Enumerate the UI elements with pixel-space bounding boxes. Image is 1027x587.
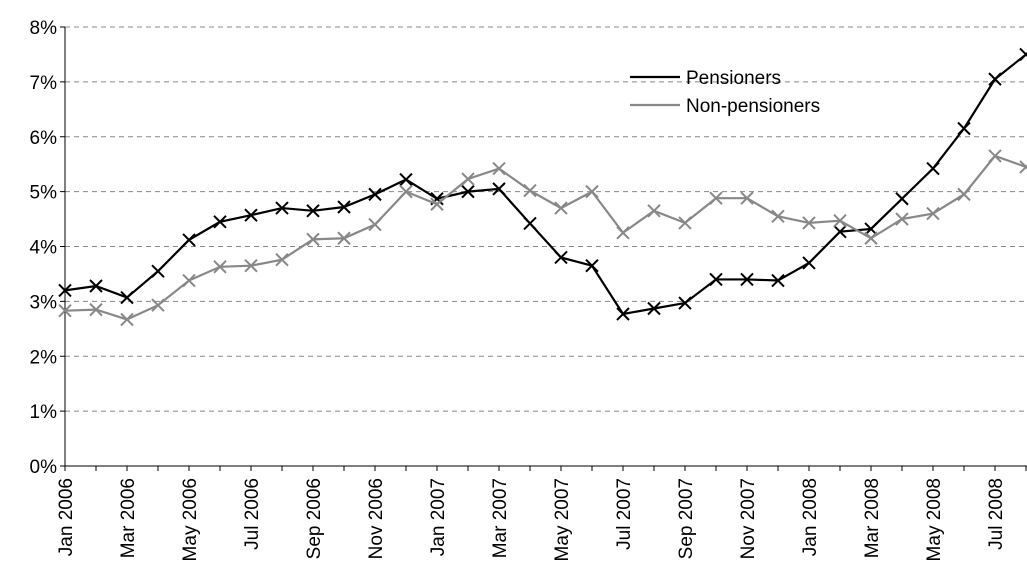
marker <box>957 187 971 202</box>
x-tick-label: Nov 2007 <box>738 478 759 559</box>
marker <box>647 301 661 316</box>
marker <box>1019 47 1027 62</box>
x-tick-label: Sep 2007 <box>676 478 697 559</box>
marker <box>151 264 165 278</box>
x-tick-label: May 2007 <box>552 478 573 561</box>
marker <box>213 215 227 229</box>
marker <box>58 283 72 298</box>
x-tick-label: Mar 2008 <box>862 478 883 558</box>
legend-label: Non-pensioners <box>686 96 820 117</box>
marker <box>182 273 196 288</box>
marker <box>740 191 754 205</box>
marker <box>151 298 165 312</box>
marker <box>368 217 382 232</box>
marker <box>895 212 909 226</box>
marker <box>554 250 568 265</box>
marker <box>461 172 475 186</box>
legend-label: Pensioners <box>686 68 781 89</box>
y-tick-label: 7% <box>30 73 58 94</box>
marker <box>275 252 289 267</box>
marker <box>616 307 630 321</box>
y-tick-label: 8% <box>30 18 58 39</box>
series-line <box>64 53 1027 316</box>
marker <box>182 233 196 247</box>
marker <box>616 226 630 240</box>
marker <box>306 232 320 247</box>
marker <box>244 208 258 222</box>
marker <box>461 184 475 199</box>
marker <box>647 204 661 218</box>
x-tick-label: Jan 2008 <box>800 478 821 556</box>
marker <box>926 206 940 221</box>
marker <box>988 72 1002 86</box>
y-tick-label: 0% <box>30 457 58 478</box>
marker <box>833 224 847 239</box>
marker <box>585 258 599 273</box>
marker <box>709 272 723 287</box>
x-tick-label: May 2006 <box>180 478 201 561</box>
marker <box>58 303 72 318</box>
marker <box>771 273 785 288</box>
marker <box>337 231 351 245</box>
x-tick-label: Jul 2007 <box>614 478 635 550</box>
marker <box>926 161 940 176</box>
y-tick-label: 5% <box>30 183 58 204</box>
marker <box>213 260 227 274</box>
x-tick-label: Jan 2007 <box>428 478 449 556</box>
marker <box>957 121 971 136</box>
x-tick-label: Jan 2006 <box>56 478 77 556</box>
marker <box>802 256 816 270</box>
x-tick-label: Nov 2006 <box>366 478 387 559</box>
y-tick-label: 6% <box>30 128 58 149</box>
marker <box>89 302 103 317</box>
marker <box>337 200 351 214</box>
marker <box>120 290 134 305</box>
marker <box>895 192 909 206</box>
marker <box>988 149 1002 163</box>
marker <box>585 184 599 199</box>
marker <box>399 172 413 187</box>
y-tick-label: 3% <box>30 292 58 313</box>
marker <box>368 187 382 202</box>
marker <box>678 216 692 230</box>
marker <box>244 258 258 273</box>
marker <box>523 216 537 231</box>
marker <box>399 184 413 199</box>
x-tick-label: Mar 2006 <box>118 478 139 558</box>
marker <box>740 272 754 287</box>
marker <box>678 296 692 310</box>
marker <box>864 231 878 245</box>
y-tick-label: 2% <box>30 347 58 368</box>
x-tick-label: Mar 2007 <box>490 478 511 558</box>
x-tick-label: Jul 2006 <box>242 478 263 550</box>
y-tick-label: 1% <box>30 402 58 423</box>
marker <box>120 312 134 327</box>
marker <box>492 161 506 176</box>
marker <box>771 209 785 224</box>
y-tick-label: 4% <box>30 238 58 259</box>
marker <box>306 204 320 218</box>
marker <box>275 201 289 215</box>
marker <box>1019 160 1027 174</box>
marker <box>430 197 444 211</box>
x-tick-label: Sep 2006 <box>304 478 325 559</box>
x-tick-label: May 2008 <box>924 478 945 561</box>
series-line <box>64 154 1027 321</box>
marker <box>523 183 537 198</box>
marker <box>554 201 568 215</box>
x-tick-label: Jul 2008 <box>986 478 1007 550</box>
marker <box>709 191 723 205</box>
marker <box>802 216 816 230</box>
marker <box>833 214 847 228</box>
marker <box>89 279 103 293</box>
marker <box>492 182 506 196</box>
